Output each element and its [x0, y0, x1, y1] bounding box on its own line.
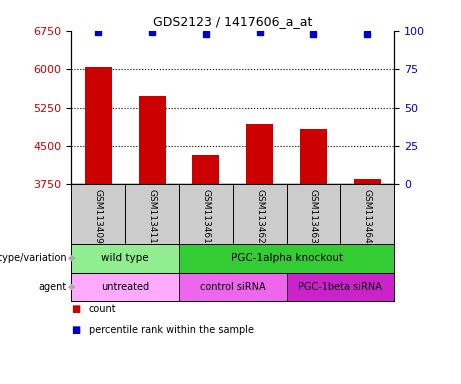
Text: GSM113461: GSM113461 — [201, 189, 210, 244]
Text: control siRNA: control siRNA — [200, 282, 266, 292]
Text: GSM113411: GSM113411 — [148, 189, 157, 244]
Text: wild type: wild type — [101, 253, 149, 263]
Bar — [354, 179, 381, 184]
Title: GDS2123 / 1417606_a_at: GDS2123 / 1417606_a_at — [153, 15, 313, 28]
Bar — [139, 96, 165, 184]
Bar — [300, 129, 327, 184]
Text: count: count — [89, 304, 117, 314]
Text: GSM113462: GSM113462 — [255, 189, 264, 244]
Text: GSM113409: GSM113409 — [94, 189, 103, 244]
Bar — [193, 155, 219, 184]
Text: GSM113464: GSM113464 — [363, 189, 372, 244]
Text: genotype/variation: genotype/variation — [0, 253, 67, 263]
Text: GSM113463: GSM113463 — [309, 189, 318, 244]
Bar — [85, 67, 112, 184]
Text: percentile rank within the sample: percentile rank within the sample — [89, 325, 254, 335]
Bar — [246, 124, 273, 184]
Text: ■: ■ — [71, 304, 81, 314]
Text: untreated: untreated — [101, 282, 149, 292]
Text: PGC-1beta siRNA: PGC-1beta siRNA — [298, 282, 382, 292]
Text: PGC-1alpha knockout: PGC-1alpha knockout — [230, 253, 343, 263]
Text: agent: agent — [39, 282, 67, 292]
Text: ■: ■ — [71, 325, 81, 335]
